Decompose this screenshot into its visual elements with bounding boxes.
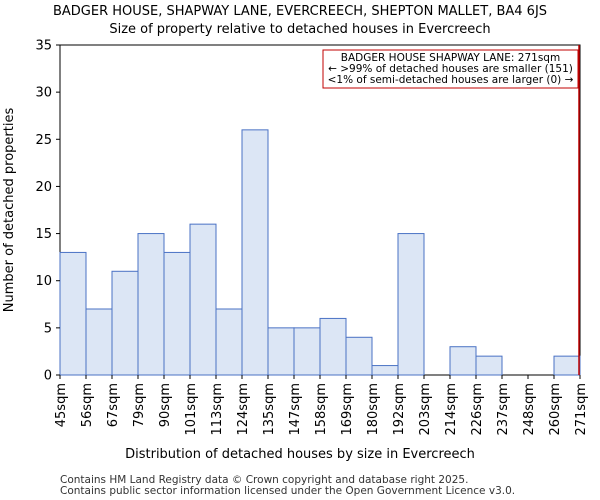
- y-tick-label: 5: [44, 321, 52, 336]
- annotation-line: BADGER HOUSE SHAPWAY LANE: 271sqm: [341, 52, 560, 64]
- annotation-box: [322, 49, 579, 89]
- bar: [189, 223, 217, 376]
- x-tick-label: 203sqm: [418, 383, 433, 436]
- bar: [371, 365, 399, 376]
- x-tick-label: 135sqm: [262, 383, 277, 436]
- x-tick-label: 237sqm: [496, 383, 511, 436]
- x-tick-label: 90sqm: [158, 383, 173, 427]
- bar: [397, 233, 425, 376]
- bar: [241, 129, 269, 376]
- x-tick-label: 169sqm: [340, 383, 355, 436]
- x-tick-label: 271sqm: [574, 383, 589, 436]
- x-tick-label: 79sqm: [132, 383, 147, 427]
- x-tick-label: 260sqm: [548, 383, 563, 436]
- x-tick-label: 180sqm: [366, 383, 381, 436]
- bar: [215, 308, 243, 376]
- x-tick-label: 124sqm: [236, 383, 251, 436]
- chart-subtitle: Size of property relative to detached ho…: [109, 22, 490, 37]
- bar: [319, 317, 347, 376]
- x-tick-label: 214sqm: [444, 383, 459, 436]
- x-tick-label: 248sqm: [522, 383, 537, 436]
- y-tick-label: 20: [35, 180, 52, 195]
- bar: [111, 270, 139, 376]
- x-tick-label: 113sqm: [210, 383, 225, 436]
- bar: [137, 233, 165, 376]
- x-tick-label: 101sqm: [184, 383, 199, 436]
- bar: [475, 355, 503, 376]
- y-tick-label: 15: [35, 227, 52, 242]
- bar: [345, 336, 373, 376]
- bar: [449, 346, 477, 376]
- footer-copyright: Contains HM Land Registry data © Crown c…: [60, 474, 468, 486]
- x-tick-label: 56sqm: [80, 383, 95, 427]
- y-tick-label: 10: [35, 274, 52, 289]
- x-tick-label: 192sqm: [392, 383, 407, 436]
- x-tick-label: 45sqm: [54, 383, 69, 427]
- bar: [293, 327, 321, 376]
- x-tick-label: 226sqm: [470, 383, 485, 436]
- plot-area: 0 5 10 15 20 25 30 35 45sqm 56sqm 67sqm 79sqm 90sqm 1…: [35, 39, 589, 436]
- bar: [59, 251, 87, 376]
- y-tick-label: 0: [44, 369, 52, 384]
- y-axis-label: Number of detached properties: [2, 108, 17, 313]
- x-tick-label: 158sqm: [314, 383, 329, 436]
- annotation-line: <1% of semi-detached houses are larger (…: [328, 74, 574, 86]
- footer-licence: Contains public sector information licen…: [60, 485, 515, 497]
- y-tick-label: 25: [35, 133, 52, 148]
- bar: [85, 308, 113, 376]
- x-tick-label: 147sqm: [288, 383, 303, 436]
- annotation-line: ← >99% of detached houses are smaller (1…: [328, 63, 573, 75]
- y-tick-label: 30: [35, 86, 52, 101]
- y-tick-label: 35: [35, 39, 52, 54]
- x-axis-label: Distribution of detached houses by size …: [125, 447, 475, 462]
- bar: [267, 327, 295, 376]
- bar: [553, 355, 581, 376]
- x-tick-label: 67sqm: [106, 383, 121, 427]
- bar: [163, 251, 191, 376]
- chart-title: BADGER HOUSE, SHAPWAY LANE, EVERCREECH, …: [53, 4, 547, 19]
